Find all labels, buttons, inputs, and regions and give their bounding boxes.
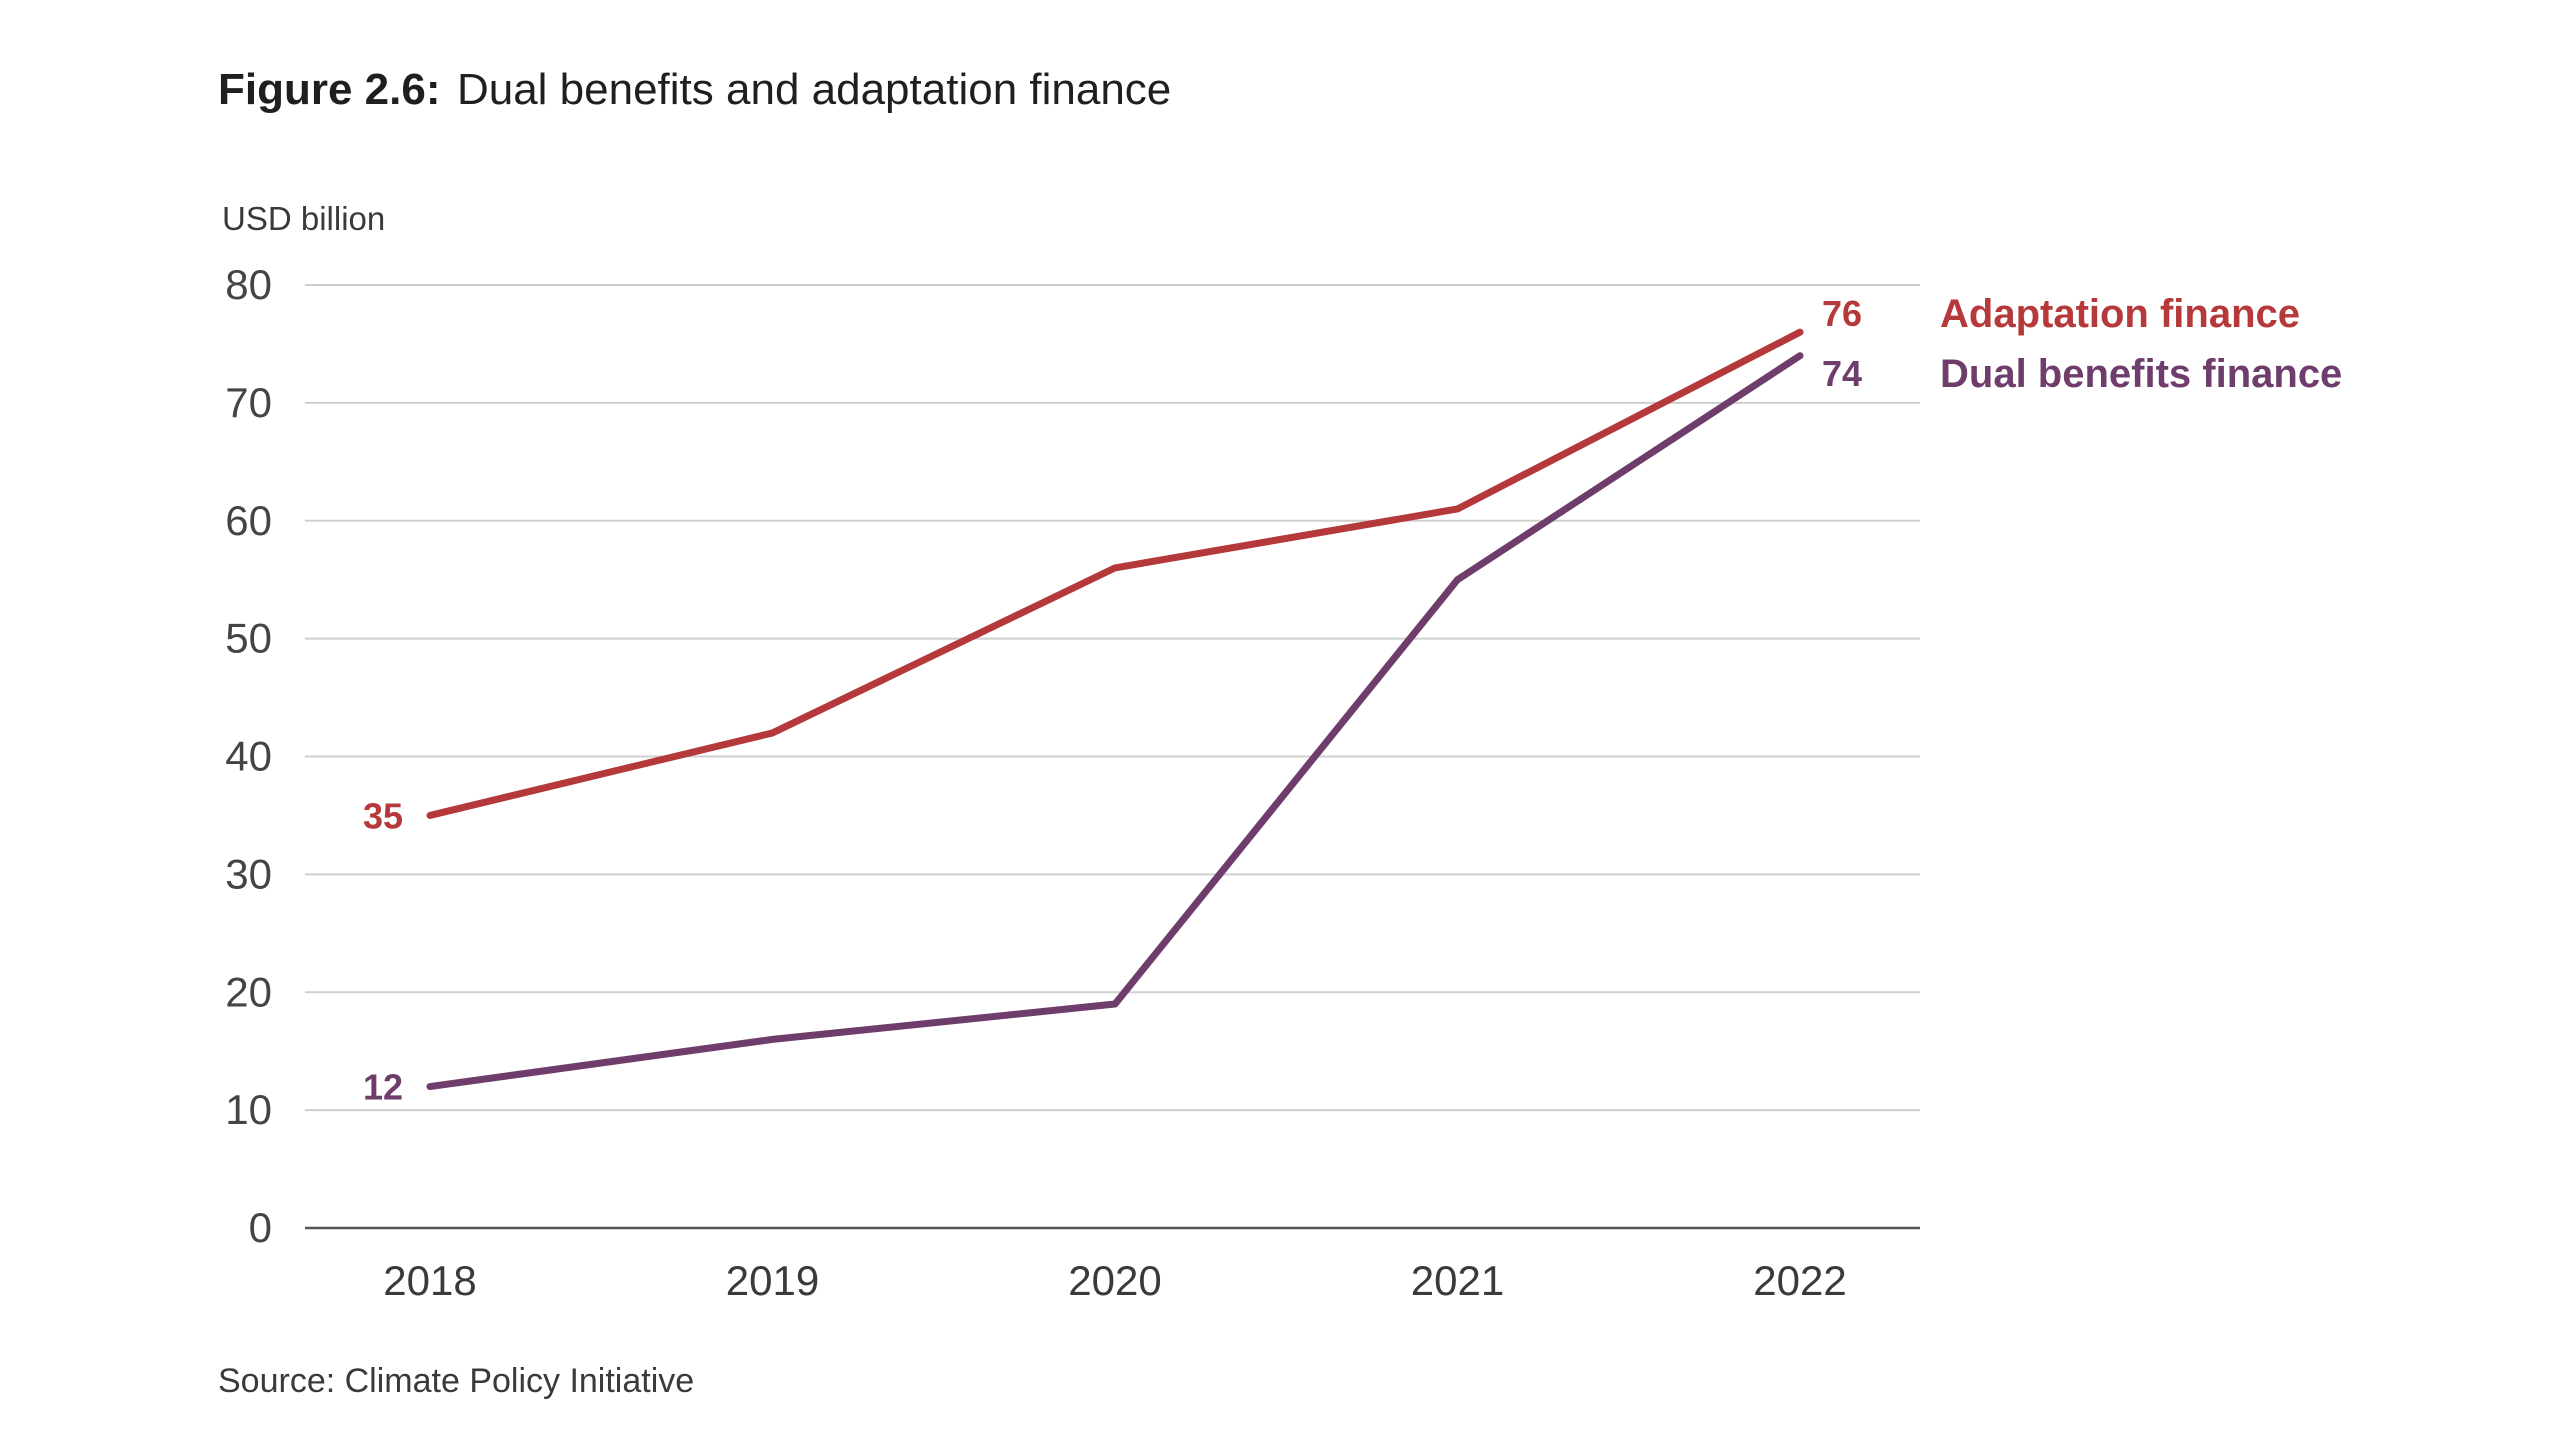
y-tick-label: 10 (225, 1086, 272, 1133)
x-tick-label: 2019 (726, 1257, 819, 1304)
legend-entry: Dual benefits finance (1940, 352, 2342, 396)
y-tick-label: 30 (225, 850, 272, 897)
x-tick-label: 2022 (1753, 1257, 1846, 1304)
x-tick-label: 2021 (1411, 1257, 1504, 1304)
series-lines (426, 328, 1804, 1091)
legend-entry: Adaptation finance (1940, 292, 2300, 336)
y-tick-label: 70 (225, 379, 272, 426)
source-note: Source: Climate Policy Initiative (218, 1362, 694, 1400)
y-tick-label: 50 (225, 615, 272, 662)
y-tick-labels: 0 10 20 30 40 50 60 70 80 (225, 261, 272, 1251)
y-axis-label: USD billion (222, 200, 385, 237)
series-line-adaptation-finance (426, 328, 1804, 819)
legend: Adaptation finance Dual benefits finance (1940, 292, 2342, 396)
figure-label: Figure 2.6: (218, 65, 441, 114)
end-value-label: 76 (1822, 293, 1862, 334)
figure-title-text: Dual benefits and adaptation finance (457, 65, 1171, 114)
start-value-label: 12 (363, 1067, 403, 1108)
y-tick-label: 40 (225, 733, 272, 780)
x-tick-label: 2020 (1068, 1257, 1161, 1304)
gridlines (305, 284, 1920, 1230)
x-tick-label: 2018 (383, 1257, 476, 1304)
y-tick-label: 60 (225, 497, 272, 544)
figure-title: Figure 2.6: Dual benefits and adaptation… (218, 65, 1171, 114)
y-tick-label: 80 (225, 261, 272, 308)
start-value-label: 35 (363, 795, 403, 836)
data-labels: 35 76 12 74 (363, 293, 1862, 1108)
x-tick-labels: 2018 2019 2020 2021 2022 (383, 1257, 1846, 1304)
y-tick-label: 0 (249, 1204, 272, 1251)
series-line-dual-benefits-finance (426, 352, 1804, 1091)
y-tick-label: 20 (225, 968, 272, 1015)
end-value-label: 74 (1822, 353, 1862, 394)
